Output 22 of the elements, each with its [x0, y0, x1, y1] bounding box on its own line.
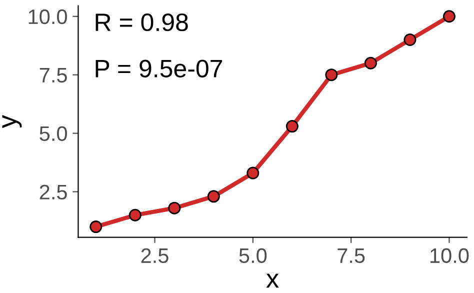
point: [168, 202, 181, 214]
x-tick-label: 10.0: [430, 248, 469, 264]
point: [246, 166, 260, 180]
y-axis-title: y: [2, 115, 22, 128]
point: [325, 68, 338, 82]
point: [207, 190, 220, 203]
point: [90, 220, 102, 234]
point: [286, 120, 298, 133]
x-tick-label: 2.5: [141, 248, 168, 264]
y-tick-label: 7.5: [40, 68, 67, 83]
y-tick-label: 10.0: [28, 9, 67, 24]
x-axis-title: x: [266, 274, 279, 288]
y-tick-label: 2.5: [40, 184, 67, 200]
annotation: R = 0.98: [96, 13, 188, 32]
point: [364, 56, 377, 70]
y-tick-label: 5.0: [40, 126, 67, 142]
x-tick-label: 7.5: [338, 248, 365, 264]
point: [404, 34, 416, 46]
x-tick-label: 5.0: [239, 248, 267, 264]
point: [442, 10, 456, 23]
point: [128, 208, 142, 222]
annotation: P = 9.5e-07: [96, 60, 222, 78]
